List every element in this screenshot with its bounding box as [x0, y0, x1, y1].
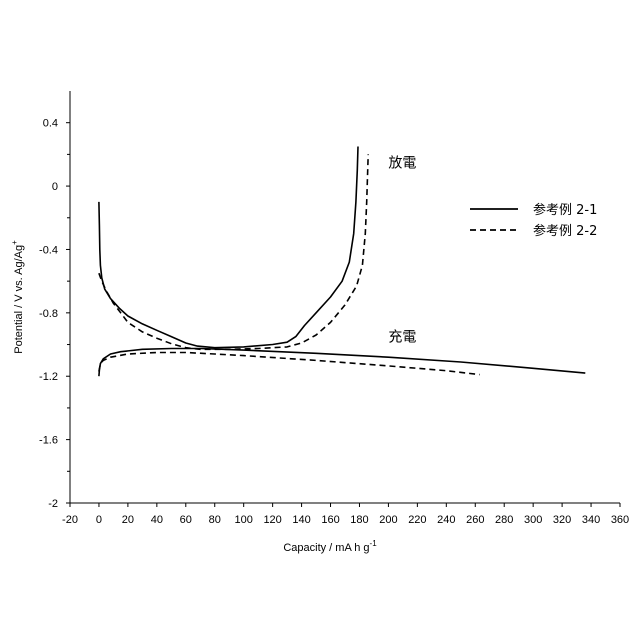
- x-tick-label: 60: [180, 514, 192, 526]
- y-axis-title-text: Potential / V vs. Ag/Ag: [13, 245, 25, 354]
- y-tick-label: -0.8: [39, 308, 58, 320]
- x-tick-label: 280: [495, 514, 513, 526]
- legend-label: 参考例 2-1: [533, 202, 597, 218]
- y-tick-label: -2: [48, 498, 58, 510]
- x-tick-label: 100: [235, 514, 253, 526]
- x-tick-label: 20: [122, 514, 134, 526]
- x-tick-label: 360: [611, 514, 629, 526]
- x-tick-label: 180: [350, 514, 368, 526]
- x-tick-label: 40: [151, 514, 163, 526]
- legend: 参考例 2-1 参考例 2-2: [470, 202, 597, 239]
- y-tick-label: 0: [52, 181, 58, 193]
- x-tick-label: 240: [437, 514, 455, 526]
- legend-label: 参考例 2-2: [533, 223, 597, 239]
- x-tick-label: 120: [263, 514, 281, 526]
- x-axis-title: Capacity / mA h g-1: [283, 539, 377, 554]
- x-tick-label: 340: [582, 514, 600, 526]
- axes: [70, 91, 620, 503]
- x-tick-label: 0: [96, 514, 102, 526]
- y-axis-title: Potential / V vs. Ag/Ag+: [10, 240, 25, 354]
- x-tick-label: 140: [292, 514, 310, 526]
- x-tick-label: 200: [379, 514, 397, 526]
- curve-annotation: 放電: [388, 155, 416, 171]
- y-tick-label: -1.2: [39, 371, 58, 383]
- x-tick-label: 320: [553, 514, 571, 526]
- x-axis-title-text: Capacity / mA h g: [283, 542, 369, 554]
- x-axis-title-superscript: -1: [370, 539, 378, 548]
- x-tick-label: 80: [209, 514, 221, 526]
- y-tick-label: 0.4: [43, 118, 58, 130]
- y-tick-label: -1.6: [39, 435, 58, 447]
- series-curve: [99, 353, 480, 375]
- series: [99, 147, 585, 377]
- x-tick-label: -20: [62, 514, 78, 526]
- y-axis-title-superscript: +: [10, 240, 19, 245]
- x-tick-label: 220: [408, 514, 426, 526]
- x-tick-label: 260: [466, 514, 484, 526]
- x-tick-label: 160: [321, 514, 339, 526]
- annotations: 放電充電: [388, 155, 416, 345]
- x-tick-label: 300: [524, 514, 542, 526]
- y-tick-label: -0.4: [39, 244, 58, 256]
- curve-annotation: 充電: [388, 330, 416, 346]
- ticks: -200204060801001201401601802002202402602…: [39, 118, 629, 526]
- series-curve: [99, 147, 358, 348]
- series-curve: [99, 154, 368, 349]
